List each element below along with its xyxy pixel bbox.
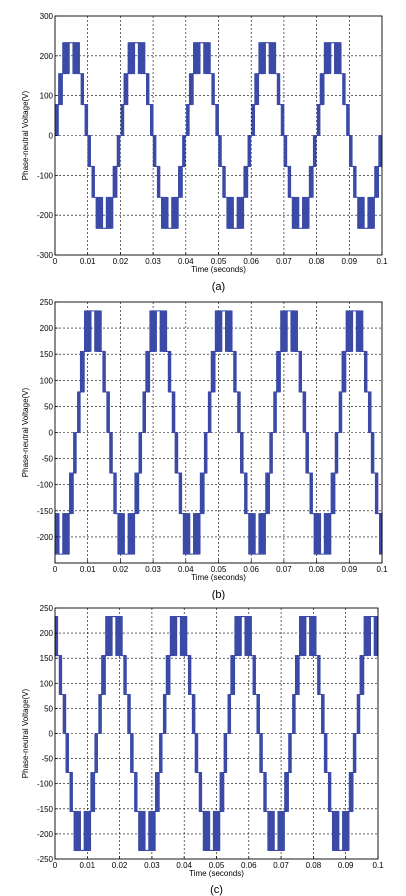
x-tick-label: 0 xyxy=(53,565,58,574)
x-tick-label: 0.09 xyxy=(342,565,358,574)
y-tick-label: 0 xyxy=(49,429,54,438)
chart-c: 0 0.01 0.02 0.03 0.04 0.05 0.06 0.07 0.08 0.09 0.1… xyxy=(21,604,384,896)
voltage-trace xyxy=(54,310,383,555)
y-tick-label: -100 xyxy=(37,481,54,490)
x-tick-label: 0.1 xyxy=(372,861,384,870)
x-tick-label: 0.05 xyxy=(211,257,227,266)
y-tick-label: -50 xyxy=(41,755,53,764)
x-axis-label: Time (seconds) xyxy=(191,265,246,274)
y-tick-label: 0 xyxy=(49,730,54,739)
x-tick-label: 0.1 xyxy=(376,565,388,574)
x-tick-label: 0.09 xyxy=(342,257,358,266)
y-tick-label: 300 xyxy=(40,12,54,21)
y-axis-label: Phase-neutral Voltage(V) xyxy=(21,387,30,477)
y-tick-label: 100 xyxy=(40,376,54,385)
chart-a: 0 0.01 0.02 0.03 0.04 0.05 0.06 0.07 0.08 0.09 0.1… xyxy=(21,12,388,293)
x-tick-label: 0.1 xyxy=(376,257,388,266)
x-tick-label: 0.02 xyxy=(113,565,129,574)
x-tick-label: 0.07 xyxy=(276,257,292,266)
y-tick-label: -200 xyxy=(37,211,54,220)
x-tick-label: 0.02 xyxy=(112,861,128,870)
x-tick-label: 0.01 xyxy=(80,861,96,870)
y-tick-label: -200 xyxy=(37,830,54,839)
y-tick-label: 50 xyxy=(44,402,53,411)
y-tick-label: 250 xyxy=(40,604,54,613)
y-tick-label: -200 xyxy=(37,533,54,542)
x-tick-label: 0.03 xyxy=(145,565,161,574)
y-tick-label: 0 xyxy=(49,132,54,141)
x-tick-label: 0.09 xyxy=(338,861,354,870)
y-tick-label: 200 xyxy=(40,52,54,61)
y-tick-label: -300 xyxy=(37,251,54,260)
x-tick-label: 0.06 xyxy=(243,257,259,266)
x-tick-label: 0.08 xyxy=(309,257,325,266)
x-axis-label: Time (seconds) xyxy=(189,869,244,878)
y-tick-label: -250 xyxy=(37,855,54,864)
x-tick-label: 0 xyxy=(53,861,58,870)
y-tick-label: 200 xyxy=(40,629,54,638)
y-tick-label: 100 xyxy=(40,679,54,688)
y-tick-label: 150 xyxy=(40,350,54,359)
x-tick-label: 0.02 xyxy=(113,257,129,266)
x-tick-label: 0.06 xyxy=(241,861,257,870)
y-tick-label: -150 xyxy=(37,805,54,814)
figure-caption-c: (c) xyxy=(210,884,223,896)
x-axis-label: Time (seconds) xyxy=(191,573,246,582)
x-tick-label: 0.03 xyxy=(145,257,161,266)
x-tick-label: 0 xyxy=(53,257,58,266)
y-tick-label: 150 xyxy=(40,654,54,663)
x-tick-label: 0.06 xyxy=(243,565,259,574)
x-tick-label: 0.04 xyxy=(178,257,194,266)
y-tick-label: -50 xyxy=(41,455,53,464)
y-tick-label: -100 xyxy=(37,171,54,180)
x-tick-label: 0.07 xyxy=(276,565,292,574)
y-tick-label: 100 xyxy=(40,92,54,101)
x-tick-label: 0.04 xyxy=(178,565,194,574)
x-tick-label: 0.05 xyxy=(209,861,225,870)
y-tick-label: 200 xyxy=(40,324,54,333)
y-tick-label: -150 xyxy=(37,507,54,516)
x-tick-label: 0.07 xyxy=(273,861,289,870)
chart-b: 0 0.01 0.02 0.03 0.04 0.05 0.06 0.07 0.08 0.09 0.1… xyxy=(21,298,388,600)
x-tick-label: 0.03 xyxy=(144,861,160,870)
voltage-trace xyxy=(54,42,383,229)
y-tick-label: -100 xyxy=(37,780,54,789)
x-tick-label: 0.01 xyxy=(80,565,96,574)
y-axis-label: Phase-neutral Voltage(V) xyxy=(21,688,30,778)
voltage-trace xyxy=(54,615,379,852)
figure-caption-a: (a) xyxy=(212,281,225,293)
y-tick-label: 250 xyxy=(40,298,54,307)
y-axis-label: Phase-neutral Voltage(V) xyxy=(21,90,30,180)
x-tick-label: 0.01 xyxy=(80,257,96,266)
x-tick-label: 0.04 xyxy=(176,861,192,870)
x-tick-label: 0.08 xyxy=(306,861,322,870)
y-tick-label: 50 xyxy=(44,704,53,713)
figure-caption-b: (b) xyxy=(212,589,225,600)
x-tick-label: 0.08 xyxy=(309,565,325,574)
x-tick-label: 0.05 xyxy=(211,565,227,574)
